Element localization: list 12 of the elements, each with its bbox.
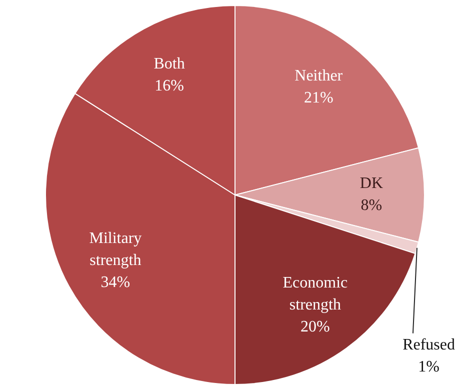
data-label: 1% (418, 358, 440, 376)
data-label: 21% (304, 89, 334, 106)
data-label: 8% (360, 197, 382, 214)
slice-label: DK (360, 175, 384, 192)
slice-label: Both (154, 56, 185, 73)
data-label: 20% (300, 318, 330, 336)
data-label: 34% (100, 274, 130, 291)
slice-label: Military strength (89, 230, 142, 269)
slice-label: Refused (402, 336, 456, 354)
slice-label: Economic strength (282, 274, 348, 314)
data-label: 16% (154, 78, 184, 95)
slice-label: Neither (294, 67, 344, 84)
